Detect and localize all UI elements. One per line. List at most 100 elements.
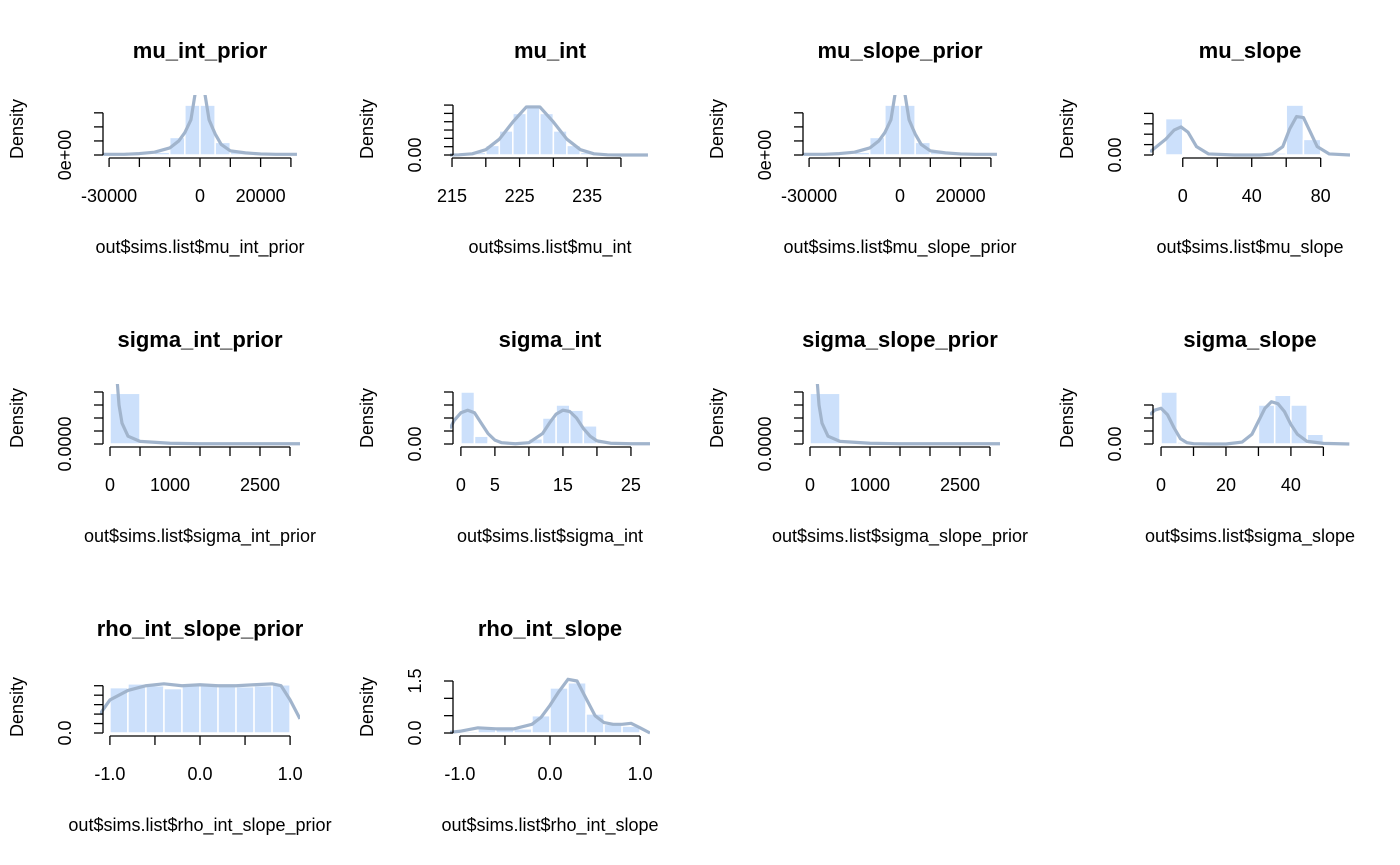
y-axis-label: Density: [707, 99, 727, 159]
y-tick-label: 0.00: [1105, 426, 1125, 461]
bar: [549, 687, 569, 734]
bar: [217, 684, 237, 734]
bars: [460, 391, 612, 445]
y-axis-label: Density: [7, 677, 27, 737]
bar: [181, 684, 201, 734]
x-tick-label: 25: [621, 475, 641, 495]
x-tick-label: 20000: [236, 186, 286, 206]
x-tick-label: -1.0: [94, 764, 125, 784]
x-tick-label: 225: [505, 186, 535, 206]
x-tick-label: 235: [572, 186, 602, 206]
bar: [145, 684, 165, 734]
chart-title: mu_slope: [1199, 38, 1302, 63]
chart-title: sigma_int: [499, 327, 602, 352]
y-tick-label: 0.00: [405, 426, 425, 461]
density-line: [1150, 400, 1350, 446]
panel: mu_int out$sims.list$mu_int Density 215 225 2…: [357, 38, 648, 258]
panel: sigma_int out$sims.list$sigma_int Density 0…: [357, 327, 650, 547]
x-tick-label: 0.0: [187, 764, 212, 784]
x-tick-label: 0.0: [537, 764, 562, 784]
x-axis-label: out$sims.list$mu_slope: [1156, 237, 1343, 258]
chart-title: rho_int_slope: [478, 616, 622, 641]
x-tick-label: 20000: [936, 186, 986, 206]
bars: [809, 392, 991, 445]
x-tick-label: 1000: [150, 475, 190, 495]
y-tick-label: 0.00: [405, 137, 425, 172]
x-tick-label: 0: [805, 475, 815, 495]
y-axis-label: Density: [357, 99, 377, 159]
x-tick-label: 2500: [240, 475, 280, 495]
x-tick-label: 215: [437, 186, 467, 206]
x-tick-label: 0: [105, 475, 115, 495]
bar: [1241, 441, 1260, 445]
x-tick-label: 0: [1156, 475, 1166, 495]
chart-title: mu_int_prior: [133, 38, 268, 63]
y-tick-label: 0e+00: [55, 130, 75, 181]
panel: sigma_slope out$sims.list$sigma_slope Dens…: [1057, 327, 1355, 547]
x-tick-label: 1.0: [628, 764, 653, 784]
density-line: [100, 682, 300, 720]
x-tick-label: -1.0: [444, 764, 475, 784]
chart-title: sigma_slope: [1183, 327, 1316, 352]
bar: [253, 684, 273, 734]
chart-title: sigma_int_prior: [117, 327, 282, 352]
x-tick-label: 1000: [850, 475, 890, 495]
density-line: [103, 95, 297, 156]
x-tick-label: 40: [1281, 475, 1301, 495]
density-line: [450, 677, 650, 735]
panel: mu_slope_prior out$sims.list$mu_slope_pri…: [707, 38, 1017, 258]
x-axis-label: out$sims.list$sigma_int_prior: [84, 526, 316, 547]
bar: [914, 141, 932, 156]
x-axis-label: out$sims.list$rho_int_slope: [441, 815, 658, 836]
density-line: [815, 384, 1000, 446]
panel: rho_int_slope_prior out$sims.list$rho_int…: [7, 616, 332, 836]
y-tick-label: 0e+00: [755, 130, 775, 181]
density-line: [1150, 114, 1350, 157]
bar: [1257, 404, 1276, 445]
panel: sigma_slope_prior out$sims.list$sigma_slo…: [707, 327, 1028, 547]
x-tick-label: 40: [1242, 186, 1262, 206]
panel: mu_slope out$sims.list$mu_slope Density 0 40…: [1057, 38, 1350, 258]
x-tick-label: -30000: [81, 186, 137, 206]
bar: [1182, 153, 1201, 156]
bars: [1164, 104, 1322, 156]
y-axis-label: Density: [357, 388, 377, 448]
bars: [108, 104, 292, 156]
bar: [109, 392, 141, 445]
density-line: [115, 384, 300, 446]
bar: [235, 685, 255, 734]
bar: [214, 141, 232, 156]
x-tick-label: -30000: [781, 186, 837, 206]
y-axis-label: Density: [707, 388, 727, 448]
x-axis-label: out$sims.list$sigma_int: [457, 526, 643, 547]
panel: mu_int_prior out$sims.list$mu_int_prior De…: [7, 38, 305, 258]
bar: [199, 683, 219, 734]
x-tick-label: 0: [895, 186, 905, 206]
chart-title: mu_slope_prior: [817, 38, 982, 63]
x-tick-label: 2500: [940, 475, 980, 495]
bar: [163, 687, 183, 734]
x-tick-label: 1.0: [278, 764, 303, 784]
density-line: [450, 408, 650, 446]
y-axis-label: Density: [1057, 99, 1077, 159]
y-axis-label: Density: [7, 99, 27, 159]
panel: sigma_int_prior out$sims.list$sigma_int_p…: [7, 327, 316, 547]
bars: [458, 103, 622, 156]
bar: [460, 391, 476, 445]
bar: [1306, 433, 1325, 445]
y-axis-label: Density: [357, 677, 377, 737]
x-axis-label: out$sims.list$sigma_slope: [1145, 526, 1355, 547]
x-tick-label: 80: [1311, 186, 1331, 206]
x-axis-label: out$sims.list$mu_int_prior: [95, 237, 304, 258]
chart-title: mu_int: [514, 38, 587, 63]
x-axis-label: out$sims.list$rho_int_slope_prior: [68, 815, 331, 836]
bar: [473, 435, 489, 445]
x-tick-label: 15: [553, 475, 573, 495]
x-tick-label: 0: [1178, 186, 1188, 206]
y-tick-label: 0.0000: [755, 416, 775, 471]
bar: [271, 684, 291, 734]
y-tick-label: 0.0: [55, 720, 75, 745]
x-axis-label: out$sims.list$mu_slope_prior: [783, 237, 1016, 258]
y-tick-label: 0.00: [1105, 137, 1125, 172]
